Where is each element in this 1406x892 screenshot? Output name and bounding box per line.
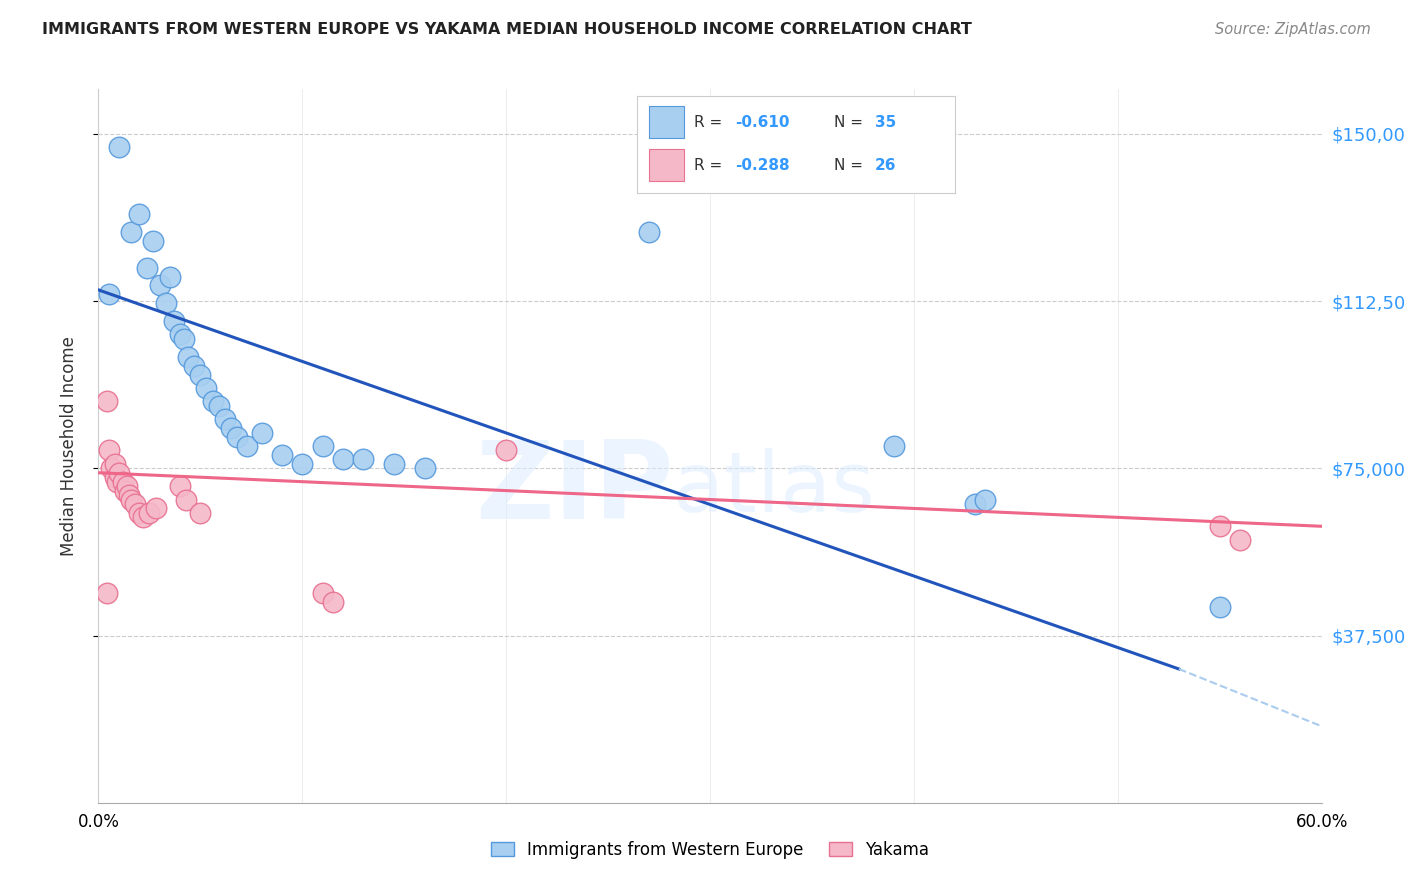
Point bbox=[974, 492, 997, 507]
Point bbox=[114, 483, 136, 498]
Point bbox=[188, 368, 212, 382]
Point bbox=[128, 207, 150, 221]
Legend: Immigrants from Western Europe, Yakama: Immigrants from Western Europe, Yakama bbox=[484, 835, 936, 866]
Point bbox=[174, 492, 197, 507]
Point bbox=[236, 439, 259, 453]
Point bbox=[120, 492, 142, 507]
Point bbox=[132, 510, 155, 524]
Point bbox=[120, 225, 142, 239]
Point bbox=[96, 394, 118, 409]
Point bbox=[250, 425, 273, 440]
Point bbox=[413, 461, 436, 475]
Point bbox=[219, 421, 242, 435]
Point bbox=[105, 475, 128, 489]
Point bbox=[155, 296, 177, 310]
Point bbox=[97, 443, 120, 458]
Text: IMMIGRANTS FROM WESTERN EUROPE VS YAKAMA MEDIAN HOUSEHOLD INCOME CORRELATION CHA: IMMIGRANTS FROM WESTERN EUROPE VS YAKAMA… bbox=[42, 22, 972, 37]
Point bbox=[183, 359, 205, 373]
Point bbox=[138, 506, 160, 520]
Point bbox=[97, 287, 120, 301]
Text: ZIP: ZIP bbox=[475, 436, 673, 541]
Point bbox=[149, 278, 172, 293]
Point bbox=[177, 350, 200, 364]
Point bbox=[108, 140, 131, 154]
Point bbox=[108, 466, 131, 480]
Point bbox=[322, 595, 344, 609]
Point bbox=[188, 506, 212, 520]
Point bbox=[208, 399, 231, 413]
Point bbox=[104, 457, 127, 471]
Point bbox=[124, 497, 146, 511]
Point bbox=[226, 430, 249, 444]
Point bbox=[638, 225, 661, 239]
Point bbox=[312, 439, 335, 453]
Point bbox=[382, 457, 405, 471]
Point bbox=[136, 260, 159, 275]
Point bbox=[495, 443, 517, 458]
Y-axis label: Median Household Income: Median Household Income bbox=[59, 336, 77, 556]
Point bbox=[142, 234, 165, 248]
Point bbox=[145, 501, 167, 516]
Point bbox=[352, 452, 374, 467]
Point bbox=[201, 394, 224, 409]
Point bbox=[169, 327, 191, 342]
Point bbox=[173, 332, 195, 346]
Point bbox=[100, 461, 122, 475]
Point bbox=[270, 448, 294, 462]
Point bbox=[883, 439, 905, 453]
Point bbox=[214, 412, 236, 426]
Point bbox=[332, 452, 354, 467]
Point bbox=[111, 475, 134, 489]
Point bbox=[96, 586, 118, 600]
Point bbox=[159, 269, 181, 284]
Point bbox=[104, 470, 127, 484]
Point bbox=[1209, 599, 1232, 614]
Point bbox=[312, 586, 335, 600]
Text: Source: ZipAtlas.com: Source: ZipAtlas.com bbox=[1215, 22, 1371, 37]
Point bbox=[1209, 519, 1232, 533]
Point bbox=[291, 457, 314, 471]
Text: atlas: atlas bbox=[673, 449, 875, 529]
Point bbox=[195, 381, 218, 395]
Point bbox=[118, 488, 141, 502]
Point bbox=[1229, 533, 1251, 547]
Point bbox=[128, 506, 150, 520]
Point bbox=[169, 479, 191, 493]
Point bbox=[965, 497, 987, 511]
Point bbox=[115, 479, 138, 493]
Point bbox=[163, 314, 186, 328]
